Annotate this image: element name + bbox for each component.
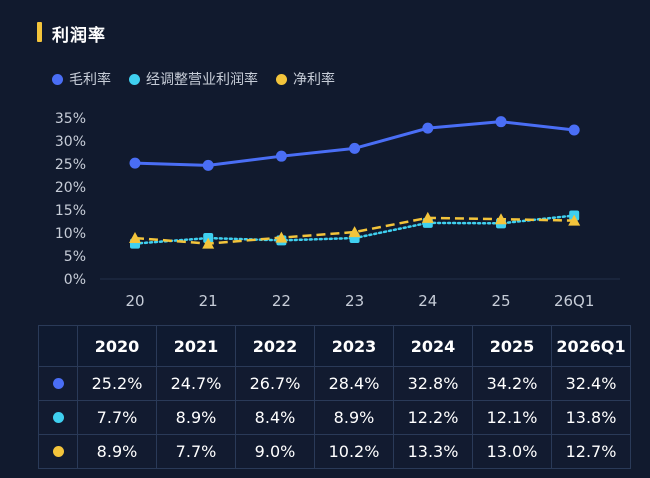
table-row: 25.2% 24.7% 26.7% 28.4% 32.8% 34.2% 32.4…	[38, 366, 631, 401]
y-tick-label: 10%	[55, 226, 86, 242]
data-point	[495, 116, 507, 128]
legend-item-gross[interactable]: 毛利率	[52, 69, 111, 89]
data-point	[349, 142, 361, 154]
y-tick-label: 0%	[64, 272, 86, 288]
data-point	[568, 124, 580, 136]
table-cell: 13.3%	[393, 434, 473, 469]
table-cell: 9.0%	[235, 434, 315, 469]
table-cell: 24.7%	[156, 366, 236, 401]
table-cell: 13.8%	[551, 400, 631, 435]
table-cell: 7.7%	[156, 434, 236, 469]
row-adjusted-marker	[38, 400, 78, 435]
net-dot-icon	[52, 446, 64, 457]
legend-adjusted-dot-icon	[129, 73, 140, 85]
legend: 毛利率 经调整营业利润率 净利率	[52, 69, 353, 89]
x-tick-label: 20	[125, 292, 144, 310]
table-header-blank	[38, 325, 78, 367]
table-cell: 26.7%	[235, 366, 315, 401]
table-header-2020: 2020	[77, 325, 157, 367]
data-point	[275, 231, 288, 243]
row-gross-marker	[38, 366, 78, 401]
table-cell: 13.0%	[472, 434, 552, 469]
table-cell: 8.9%	[156, 400, 236, 435]
x-tick-label: 23	[345, 292, 364, 310]
data-point	[202, 237, 215, 249]
table-cell: 28.4%	[314, 366, 394, 401]
data-point	[495, 213, 507, 225]
x-tick-label: 25	[491, 292, 510, 310]
table-header-row: 2020 2021 2022 2023 2024 2025 2026Q1	[38, 325, 631, 367]
table-cell: 8.4%	[235, 400, 315, 435]
y-tick-label: 30%	[55, 134, 86, 150]
data-point	[421, 211, 434, 223]
table-cell: 7.7%	[77, 400, 157, 435]
table-cell: 34.2%	[472, 366, 552, 401]
table-header-2025: 2025	[472, 325, 552, 367]
y-tick-label: 35%	[55, 111, 86, 127]
title-accent-bar	[37, 22, 42, 42]
line-chart: 0% 5% 10% 15% 20% 25% 30% 35% 20 21 22 23 24 25 26Q1	[55, 111, 620, 310]
table-row: 7.7% 8.9% 8.4% 8.9% 12.2% 12.1% 13.8%	[38, 400, 631, 435]
table-cell: 25.2%	[77, 366, 157, 401]
legend-net-dot-icon	[276, 73, 287, 85]
data-point	[348, 226, 361, 238]
legend-gross-dot-icon	[52, 73, 63, 85]
table-cell: 10.2%	[314, 434, 394, 469]
data-point	[129, 157, 141, 169]
data-point	[129, 232, 141, 244]
table-header-2026q1: 2026Q1	[551, 325, 631, 367]
x-tick-label: 21	[199, 292, 218, 310]
table-cell: 8.9%	[77, 434, 157, 469]
table-cell: 12.7%	[551, 434, 631, 469]
table-header-2024: 2024	[393, 325, 473, 367]
legend-item-net[interactable]: 净利率	[276, 69, 335, 89]
legend-net-label: 净利率	[293, 72, 335, 88]
y-tick-label: 20%	[55, 180, 86, 196]
gross-dot-icon	[52, 378, 64, 389]
y-tick-label: 15%	[55, 203, 86, 219]
data-point	[202, 159, 214, 171]
table-cell: 32.4%	[551, 366, 631, 401]
x-tick-label: 24	[418, 292, 437, 310]
table-header-2021: 2021	[156, 325, 236, 367]
y-tick-label: 5%	[64, 249, 86, 265]
table-cell: 12.1%	[472, 400, 552, 435]
y-tick-label: 25%	[55, 157, 86, 173]
legend-adjusted-label: 经调整营业利润率	[146, 72, 258, 88]
x-tick-label: 22	[272, 292, 291, 310]
table-header-2023: 2023	[314, 325, 394, 367]
table-cell: 32.8%	[393, 366, 473, 401]
legend-item-adjusted[interactable]: 经调整营业利润率	[129, 69, 258, 89]
data-point	[568, 214, 581, 226]
table-cell: 8.9%	[314, 400, 394, 435]
data-point	[275, 150, 287, 162]
table-cell: 12.2%	[393, 400, 473, 435]
legend-gross-label: 毛利率	[69, 72, 111, 88]
data-point	[422, 122, 434, 134]
table-header-2022: 2022	[235, 325, 315, 367]
chart-title: 利润率	[52, 26, 106, 46]
data-table: 2020 2021 2022 2023 2024 2025 2026Q1 25.…	[38, 325, 631, 469]
table-row: 8.9% 7.7% 9.0% 10.2% 13.3% 13.0% 12.7%	[38, 434, 631, 469]
row-net-marker	[38, 434, 78, 469]
x-tick-label: 26Q1	[554, 292, 594, 310]
adjusted-dot-icon	[52, 412, 64, 423]
